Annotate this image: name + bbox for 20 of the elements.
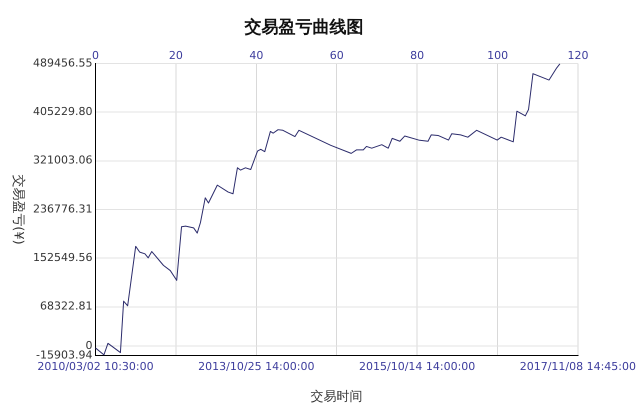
y-tick-label: 236776.31 — [32, 202, 92, 216]
text: 2015/10/14 14:00:00 — [359, 360, 476, 373]
x-axis-title: 交易时间 — [310, 388, 363, 405]
y-tick-label: 321003.06 — [32, 154, 92, 167]
x-tick-label: 40 — [249, 48, 264, 62]
x-tick-label: 120 — [568, 48, 588, 62]
y-axis-title: 交易盈亏(¥) — [10, 174, 27, 245]
chart-title: 交易盈亏曲线图 — [244, 18, 364, 38]
x-tick-label: 100 — [487, 48, 508, 62]
y-tick-label: -15903.94 — [36, 348, 92, 362]
text: 2017/11/08 14:45:00 — [520, 360, 636, 373]
y-tick-label: 68322.81 — [40, 300, 92, 313]
text: 2013/10/25 14:00:00 — [198, 360, 314, 373]
x-tick-label: 20 — [168, 48, 183, 62]
x-tick-label: 80 — [410, 48, 424, 62]
text: 2010/03/02 10:30:00 — [37, 360, 154, 373]
x-tick-label: 60 — [330, 48, 344, 62]
y-tick-label: 489456.55 — [32, 56, 92, 70]
y-tick-label: 152549.56 — [32, 250, 92, 264]
y-tick-label: 405229.80 — [32, 105, 92, 118]
